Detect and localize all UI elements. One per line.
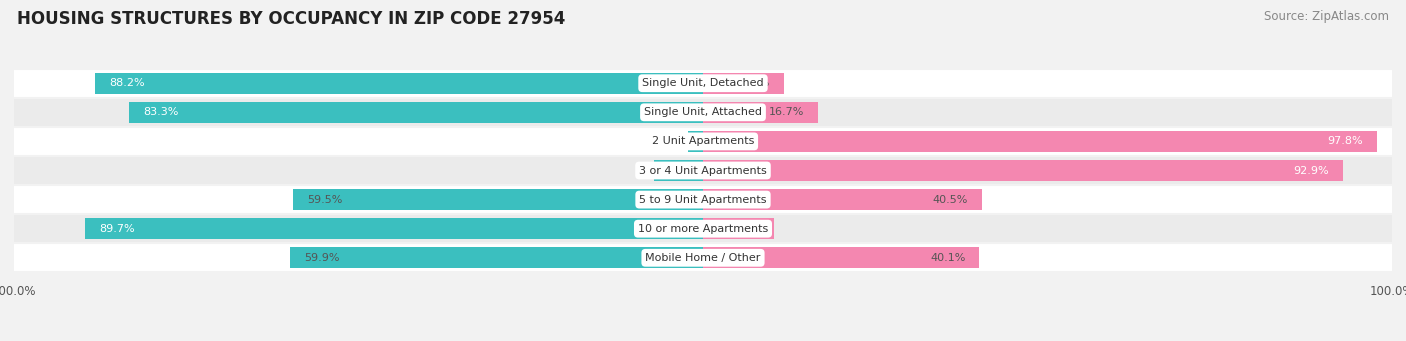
Bar: [292, 189, 703, 210]
Text: 2 Unit Apartments: 2 Unit Apartments: [652, 136, 754, 146]
Bar: [703, 73, 785, 94]
Text: 10 or more Apartments: 10 or more Apartments: [638, 224, 768, 234]
Bar: [703, 160, 1343, 181]
Bar: [703, 131, 1376, 152]
Text: 89.7%: 89.7%: [98, 224, 135, 234]
Text: 11.8%: 11.8%: [735, 78, 770, 88]
Bar: [688, 131, 703, 152]
Bar: [703, 189, 981, 210]
Text: HOUSING STRUCTURES BY OCCUPANCY IN ZIP CODE 27954: HOUSING STRUCTURES BY OCCUPANCY IN ZIP C…: [17, 10, 565, 28]
Bar: [14, 214, 1392, 243]
Bar: [14, 243, 1392, 272]
Bar: [129, 102, 703, 123]
Text: 97.8%: 97.8%: [1327, 136, 1362, 146]
Bar: [14, 69, 1392, 98]
Text: 88.2%: 88.2%: [110, 78, 145, 88]
Text: Mobile Home / Other: Mobile Home / Other: [645, 253, 761, 263]
Text: 2.2%: 2.2%: [652, 136, 681, 146]
Bar: [14, 127, 1392, 156]
Text: 59.5%: 59.5%: [307, 195, 342, 205]
Text: 7.1%: 7.1%: [668, 165, 696, 176]
Bar: [703, 102, 818, 123]
Bar: [703, 218, 773, 239]
Text: 92.9%: 92.9%: [1294, 165, 1329, 176]
Text: Single Unit, Detached: Single Unit, Detached: [643, 78, 763, 88]
Text: 40.1%: 40.1%: [931, 253, 966, 263]
Text: 5 to 9 Unit Apartments: 5 to 9 Unit Apartments: [640, 195, 766, 205]
Bar: [96, 73, 703, 94]
Text: 40.5%: 40.5%: [932, 195, 969, 205]
Text: Source: ZipAtlas.com: Source: ZipAtlas.com: [1264, 10, 1389, 23]
Text: Single Unit, Attached: Single Unit, Attached: [644, 107, 762, 117]
Bar: [14, 156, 1392, 185]
Text: 16.7%: 16.7%: [769, 107, 804, 117]
Bar: [84, 218, 703, 239]
Text: 59.9%: 59.9%: [304, 253, 340, 263]
Text: 3 or 4 Unit Apartments: 3 or 4 Unit Apartments: [640, 165, 766, 176]
Bar: [290, 247, 703, 268]
Text: 83.3%: 83.3%: [143, 107, 179, 117]
Bar: [14, 185, 1392, 214]
Text: 10.3%: 10.3%: [725, 224, 761, 234]
Bar: [703, 247, 979, 268]
Bar: [14, 98, 1392, 127]
Bar: [654, 160, 703, 181]
